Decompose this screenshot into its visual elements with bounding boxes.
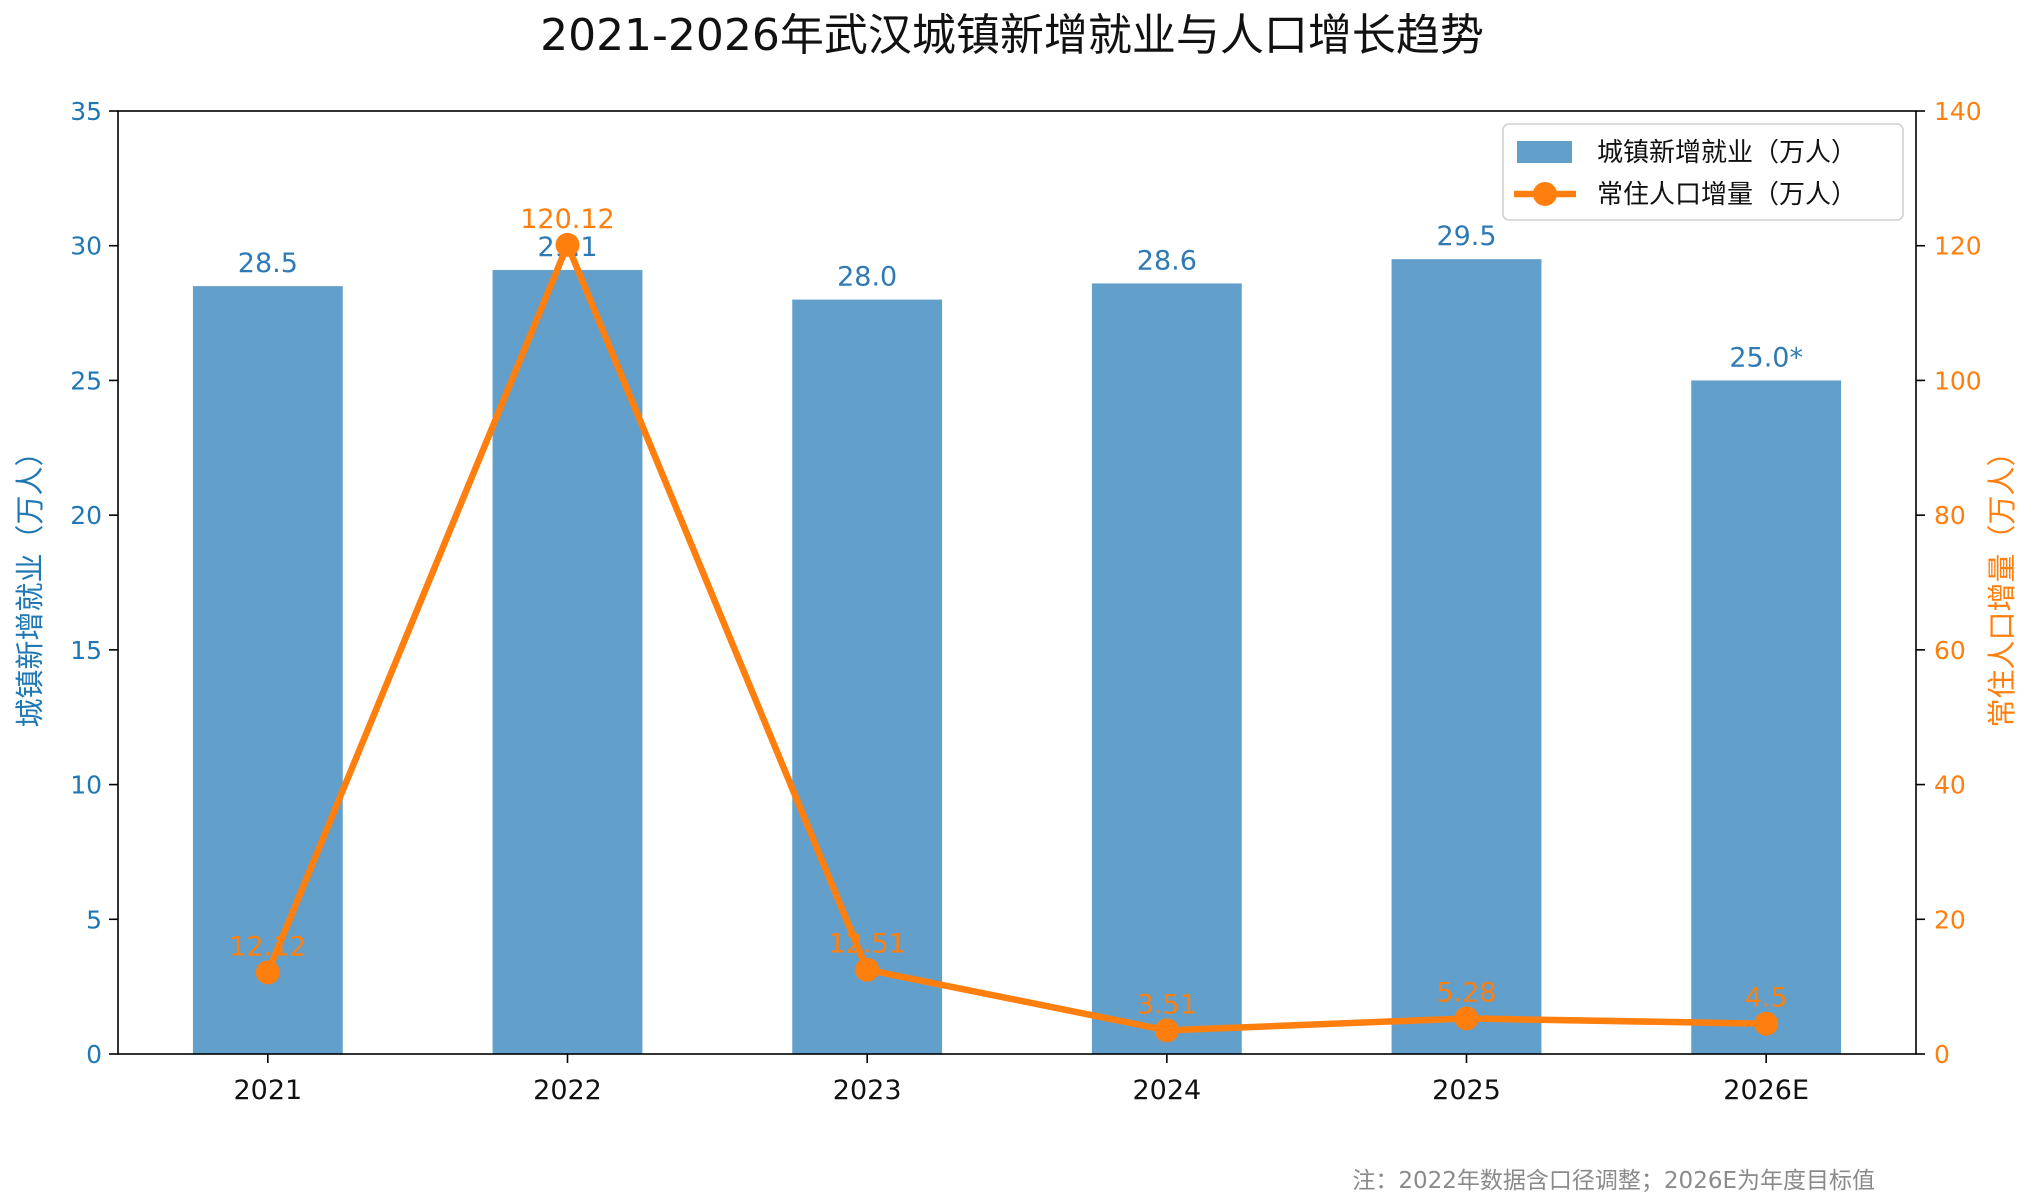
footnote: 注：2022年数据含口径调整；2026E为年度目标值 xyxy=(1352,1168,1875,1194)
left-tick-label: 10 xyxy=(70,771,102,800)
plot-frame xyxy=(117,110,1917,1055)
left-tick-label: 30 xyxy=(70,232,102,261)
line-value-label: 3.51 xyxy=(1137,989,1197,1020)
bar-value-label: 28.6 xyxy=(1137,245,1197,276)
x-tick-label: 2024 xyxy=(1132,1075,1201,1106)
line-point-2024 xyxy=(1154,1018,1179,1043)
chart-title: 2021-2026年武汉城镇新增就业与人口增长趋势 xyxy=(540,10,1484,61)
left-tick-label: 5 xyxy=(86,905,102,934)
bar-value-label: 25.0* xyxy=(1729,342,1803,373)
bar-2025 xyxy=(1391,259,1542,1055)
left-tick-label: 20 xyxy=(70,501,102,530)
right-axis-title: 常住人口增量（万人） xyxy=(1985,437,2019,727)
bar-2026E xyxy=(1691,380,1842,1054)
legend-swatch-bar xyxy=(1517,141,1572,163)
line-value-label: 120.12 xyxy=(520,204,614,235)
right-tick-label: 60 xyxy=(1934,636,1966,665)
right-tick-label: 40 xyxy=(1934,771,1966,800)
left-tick-label: 25 xyxy=(70,366,102,395)
x-tick-label: 2026E xyxy=(1723,1075,1809,1106)
line-point-2026E xyxy=(1754,1011,1779,1036)
right-tick-label: 80 xyxy=(1934,501,1966,530)
line-value-label: 4.5 xyxy=(1745,983,1788,1014)
bar-2023 xyxy=(792,299,943,1055)
x-tick-label: 2023 xyxy=(833,1075,902,1106)
bar-value-label: 28.0 xyxy=(837,262,897,293)
line-value-label: 12.51 xyxy=(829,929,906,960)
line-value-label: 5.28 xyxy=(1436,977,1496,1008)
legend-label-line: 常住人口增量（万人） xyxy=(1597,180,1857,210)
left-tick-label: 15 xyxy=(70,636,102,665)
population-line xyxy=(264,241,1770,1034)
bar-labels: 28.529.128.028.629.525.0* xyxy=(238,221,1803,373)
bar-value-label: 28.5 xyxy=(238,248,298,279)
line-point-2022 xyxy=(555,232,580,257)
bars-layer xyxy=(192,259,1842,1055)
x-tick-label: 2021 xyxy=(233,1075,302,1106)
legend-marker xyxy=(1533,182,1557,206)
bar-2024 xyxy=(1091,283,1242,1054)
right-tick-label: 140 xyxy=(1934,97,1982,126)
right-tick-label: 0 xyxy=(1934,1040,1950,1069)
right-tick-label: 120 xyxy=(1934,232,1982,261)
left-tick-label: 0 xyxy=(86,1040,102,1069)
right-axis: 0 20 40 60 80 100 120 140 常住人口增量（万人） xyxy=(1916,97,2019,1069)
left-axis-title: 城镇新增就业（万人） xyxy=(13,437,47,727)
legend-box xyxy=(1502,123,1904,221)
legend-label-bar: 城镇新增就业（万人） xyxy=(1597,138,1857,168)
legend: 城镇新增就业（万人） 常住人口增量（万人） xyxy=(1502,123,1904,221)
left-axis: 0 5 10 15 20 25 30 35 城镇新增就业（万人） xyxy=(13,97,118,1069)
line-point-2023 xyxy=(855,957,880,982)
left-tick-label: 35 xyxy=(70,97,102,126)
plot-border xyxy=(117,110,1917,1055)
right-tick-label: 100 xyxy=(1934,366,1982,395)
bar-2021 xyxy=(192,286,343,1055)
line-value-label: 12.12 xyxy=(229,931,306,962)
right-tick-label: 20 xyxy=(1934,905,1966,934)
line-layer: 12.12 120.12 12.51 3.51 5.28 4.5 xyxy=(229,204,1788,1043)
x-tick-label: 2022 xyxy=(533,1075,602,1106)
bar-value-label: 29.5 xyxy=(1436,221,1496,252)
line-point-2025 xyxy=(1454,1006,1479,1031)
line-point-2021 xyxy=(255,960,280,985)
x-axis: 2021 2022 2023 2024 2025 2026E xyxy=(233,1054,1809,1106)
x-tick-label: 2025 xyxy=(1432,1075,1501,1106)
bar-2022 xyxy=(492,269,643,1054)
